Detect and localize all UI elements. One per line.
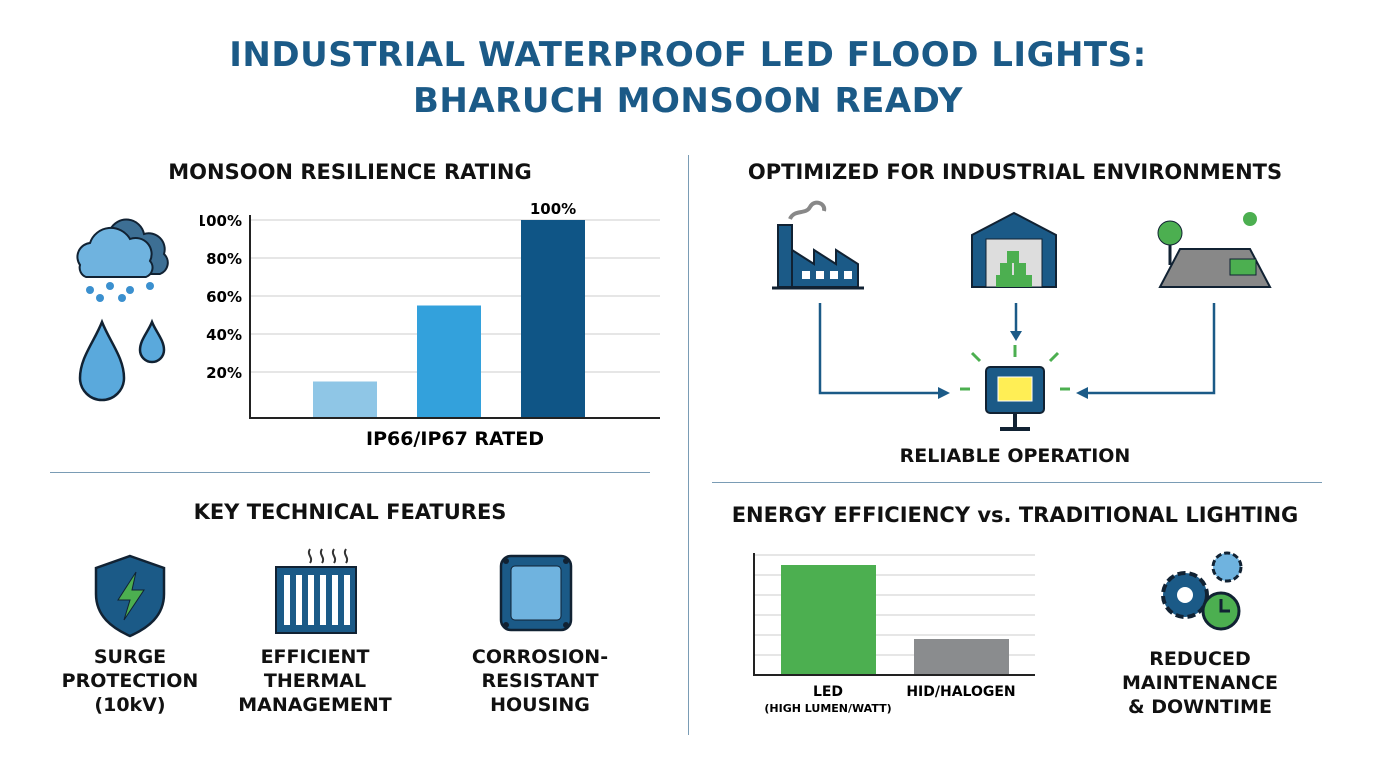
- divider-right: [712, 482, 1322, 483]
- outdoor-yard-icon: [1157, 212, 1272, 288]
- y-tick-label: 80%: [206, 250, 242, 268]
- category-label: HID/HALOGEN: [906, 684, 1015, 700]
- surge-shield-icon: [94, 554, 166, 638]
- resilience-chart: 20% 40% 60% 80% 100% 100% IP66/IP67 RATED: [200, 200, 660, 450]
- y-tick-label: 20%: [206, 364, 242, 382]
- environments-diagram: [772, 200, 1272, 431]
- bar: [313, 381, 377, 418]
- water-drops-icon: [78, 318, 166, 402]
- feature-corrosion: CORROSION- RESISTANT HOUSING: [471, 646, 609, 716]
- axis: [753, 553, 1035, 676]
- y-tick-label: 100%: [200, 212, 242, 230]
- category-sublabel: (HIGH LUMEN/WATT): [764, 702, 891, 715]
- bar: [417, 305, 481, 418]
- data-label: 100%: [530, 200, 576, 218]
- bar: [521, 220, 585, 418]
- rain-cloud-icon: [76, 218, 169, 402]
- y-tick-label: 40%: [206, 326, 242, 344]
- feature-surge: SURGE PROTECTION (10kV): [61, 646, 199, 716]
- bar: [914, 639, 1009, 675]
- y-tick-label: 60%: [206, 288, 242, 306]
- bar: [781, 565, 876, 675]
- feature-thermal: EFFICIENT THERMAL MANAGEMENT: [238, 646, 392, 716]
- maintenance-label: REDUCED MAINTENANCE & DOWNTIME: [1122, 648, 1278, 718]
- features-heading: KEY TECHNICAL FEATURES: [193, 500, 507, 524]
- axis: [249, 215, 660, 419]
- divider-vertical: [688, 155, 689, 735]
- housing-icon: [499, 554, 573, 632]
- energy-heading: ENERGY EFFICIENCY vs. TRADITIONAL LIGHTI…: [731, 503, 1299, 527]
- divider-left: [50, 472, 650, 473]
- category-label: LED: [813, 684, 843, 700]
- gears-clock-icon: [1161, 551, 1243, 631]
- environments-heading: OPTIMIZED FOR INDUSTRIAL ENVIRONMENTS: [747, 160, 1283, 184]
- warehouse-icon: [971, 211, 1057, 288]
- page-title: INDUSTRIAL WATERPROOF LED FLOOD LIGHTS: B…: [229, 35, 1147, 121]
- heatsink-icon: [275, 548, 357, 634]
- resilience-heading: MONSOON RESILIENCE RATING: [168, 160, 532, 184]
- flood-light-icon: [960, 345, 1070, 431]
- reliable-operation-label: RELIABLE OPERATION: [899, 445, 1131, 467]
- energy-chart: LED (HIGH LUMEN/WATT) HID/HALOGEN: [753, 553, 1035, 715]
- x-axis-label: IP66/IP67 RATED: [366, 428, 544, 450]
- factory-icon: [772, 200, 864, 290]
